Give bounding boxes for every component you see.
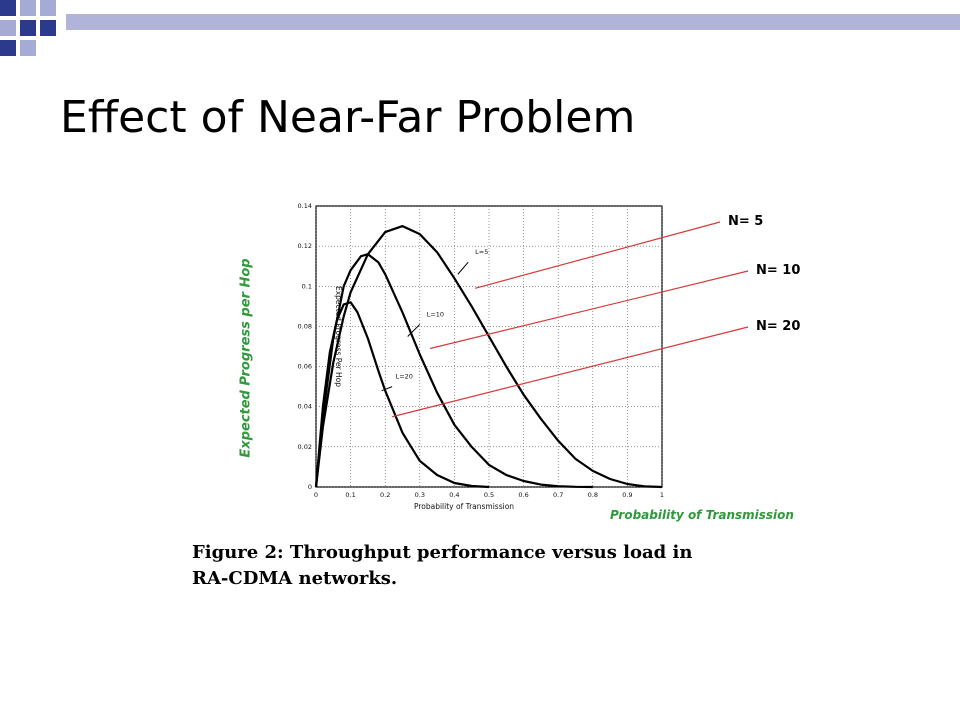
x-tick-label: 0.9 [622, 491, 632, 499]
decor-square [40, 0, 56, 16]
x-tick-label: 0 [314, 491, 318, 499]
series-label-l10: L=10 [427, 310, 444, 318]
x-tick-label: 0.1 [345, 491, 355, 499]
x-axis-label: Probability of Transmission [414, 502, 514, 511]
y-tick-label: 0.02 [298, 443, 312, 451]
callout-label-n10: N= 10 [756, 263, 801, 278]
decor-square [0, 20, 16, 36]
figure-caption: Figure 2: Throughput performance versus … [192, 540, 692, 592]
decor-square [20, 40, 36, 56]
y-tick-label: 0 [308, 483, 312, 491]
y-tick-label: 0.08 [298, 322, 312, 330]
x-tick-label: 0.5 [484, 491, 494, 499]
series-line-l20 [314, 301, 490, 489]
x-tick-label: 0.6 [518, 491, 528, 499]
series-label-arrow [457, 261, 469, 275]
decor-square [40, 20, 56, 36]
series-label-arrow [381, 386, 393, 392]
callout-label-n5: N= 5 [728, 214, 764, 229]
caption-line-1: Figure 2: Throughput performance versus … [192, 542, 693, 563]
y-tick-label: 0.1 [302, 282, 312, 290]
decor-square [20, 20, 36, 36]
decor-bar [66, 14, 960, 30]
decor-square [0, 40, 16, 56]
x-tick-label: 0.4 [449, 491, 459, 499]
series-label-arrow [407, 324, 421, 337]
x-tick-label: 1 [660, 491, 664, 499]
y-tick-label: 0.12 [298, 242, 312, 250]
series-label-l20: L=20 [396, 373, 413, 381]
callout-label-n20: N= 20 [756, 319, 801, 334]
x-tick-label: 0.8 [588, 491, 598, 499]
decor-square [0, 0, 16, 16]
y-tick-label: 0.04 [298, 403, 312, 411]
callout-pointer-line [391, 326, 749, 418]
overlay-y-axis-label: Expected Progress per Hop [238, 258, 254, 458]
slide-title: Effect of Near-Far Problem [60, 92, 636, 143]
callout-pointer-line [430, 270, 749, 350]
series-line-l5 [314, 225, 663, 489]
y-tick-label: 0.14 [298, 202, 312, 210]
overlay-x-axis-label: Probability of Transmission [610, 508, 794, 522]
callout-pointer-line [475, 221, 721, 289]
decor-square [20, 0, 36, 16]
caption-line-2: RA-CDMA networks. [192, 568, 398, 589]
x-tick-label: 0.3 [415, 491, 425, 499]
y-tick-label: 0.06 [298, 363, 312, 371]
series-line-l10 [314, 253, 593, 489]
plot-area: 0 0.1 0.2 0.3 0.4 0.5 0.6 0.7 0.8 0.9 1 0 0.02 0.04 0.… [298, 202, 749, 511]
series-label-l5: L=5 [475, 248, 488, 256]
x-tick-label: 0.7 [553, 491, 563, 499]
x-tick-label: 0.2 [380, 491, 390, 499]
